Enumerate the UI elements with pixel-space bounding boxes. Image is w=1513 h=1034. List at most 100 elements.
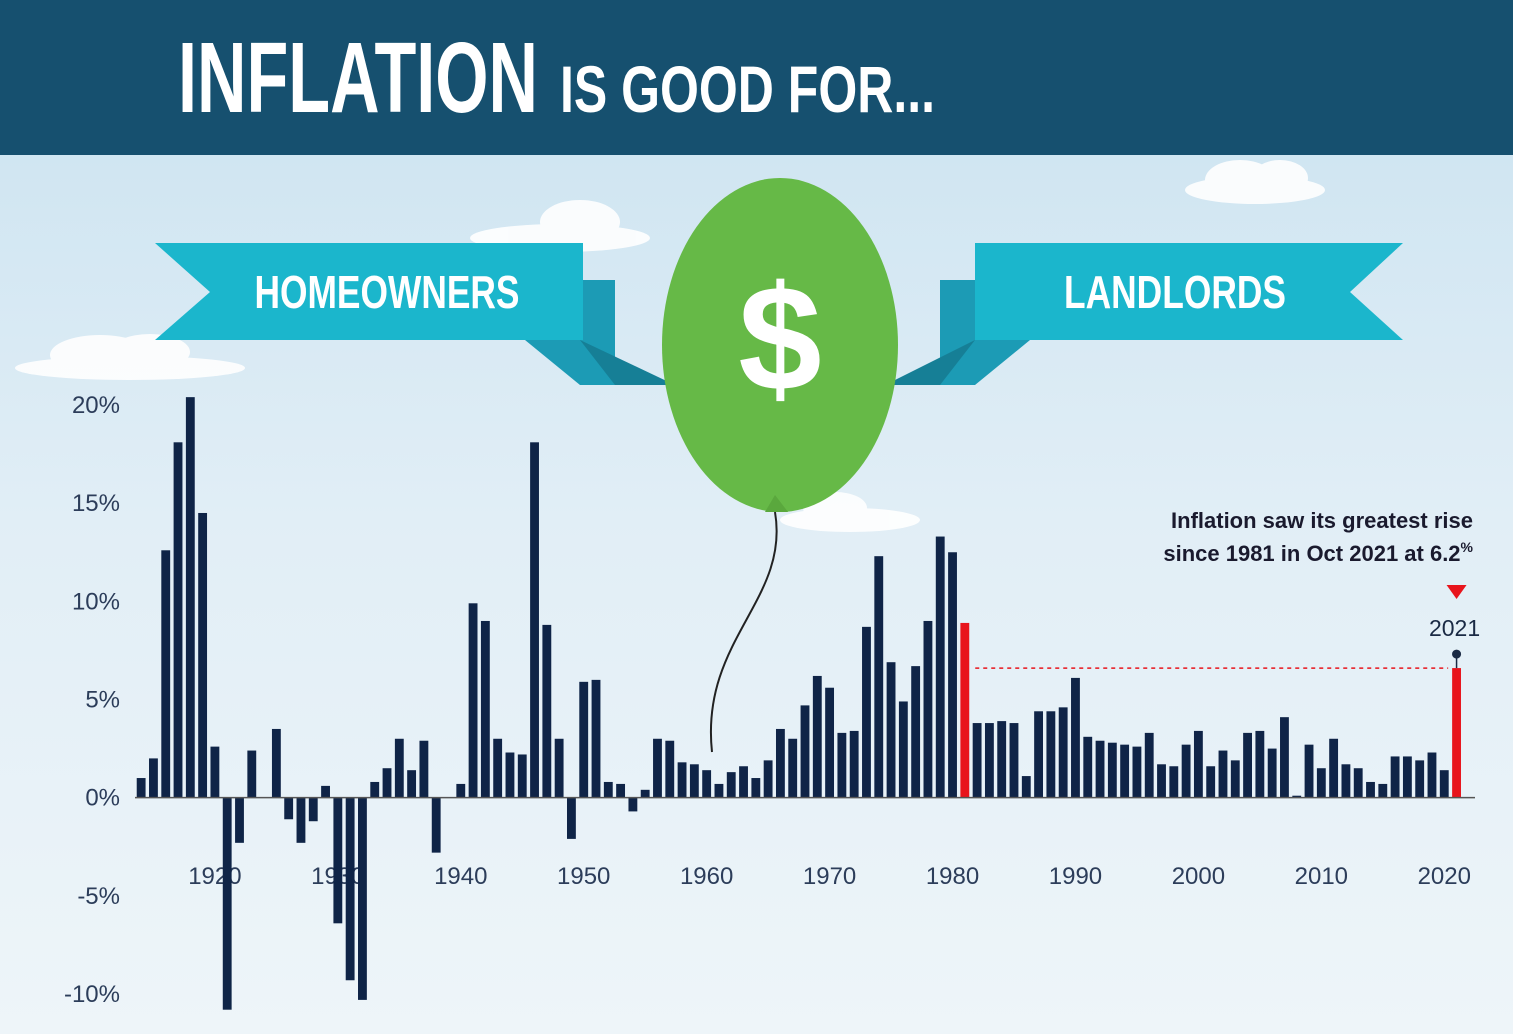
balloon-symbol: $ [738,254,821,422]
bar [677,762,687,798]
bar [505,752,515,798]
bar [948,552,957,798]
bar [1230,760,1240,798]
bar [284,797,294,820]
y-tick-label: 15% [72,490,120,517]
bar [997,721,1007,798]
x-tick-label: 1960 [680,863,733,890]
bar [579,681,589,798]
bar [1046,711,1056,798]
bar [1120,744,1130,798]
bar [161,550,171,798]
bar [185,397,195,798]
bar [775,728,785,798]
bar [1329,738,1339,798]
bar [308,797,318,822]
bar [1439,770,1449,798]
bar [173,442,183,798]
y-tick-label: 5% [85,687,120,714]
bar [358,797,367,1000]
bar [1181,744,1191,798]
bar [321,785,330,798]
bar [517,754,527,798]
x-tick-label: 1980 [926,863,979,890]
x-tick-label: 1920 [188,863,241,890]
bar [1021,776,1031,798]
bar [345,797,355,981]
bar [849,730,859,798]
bar [407,770,417,798]
bar [628,797,638,812]
bar [456,783,466,798]
x-tick-label: 1990 [1049,863,1102,890]
bar [689,764,699,798]
ribbon-label: HOMEOWNERS [255,266,520,318]
bar [1218,750,1228,798]
bar [665,740,675,798]
bar [862,626,871,798]
annotation: Inflation saw its greatest rise [1171,508,1473,533]
x-tick-label: 1950 [557,863,610,890]
bar [1206,766,1216,798]
bar [1255,730,1265,798]
marker-arrow [1446,585,1467,599]
clouds [15,160,1325,532]
bar [480,620,490,798]
bar [1095,740,1105,798]
title-rest: IS GOOD FOR... [560,52,935,126]
bar [591,679,601,798]
bar [1402,756,1412,798]
bar [296,797,306,843]
bar [431,797,441,853]
bar [874,556,884,798]
bar [1341,764,1351,798]
bar [812,675,822,798]
ribbon-label: LANDLORDS [1064,266,1286,318]
y-tick-label: 0% [85,785,120,812]
bar [542,624,552,798]
bar [136,778,146,798]
bar [837,732,847,798]
bar [923,620,933,798]
bar [1366,781,1375,798]
x-tick-label: 1940 [434,863,487,890]
bar [886,662,896,798]
bar [972,723,982,798]
bar [493,738,503,798]
bar [235,797,244,843]
bar [616,783,626,798]
bar [739,766,748,798]
bar [1353,768,1363,798]
bar [1280,717,1289,798]
bar [382,768,392,798]
title: INFLATION [178,22,538,134]
bar [788,738,798,798]
bar [370,781,380,798]
y-tick-label: -10% [64,981,120,1008]
bar [800,705,810,798]
bar [333,797,343,924]
bar [653,738,662,798]
bar [1415,760,1425,798]
bar [222,797,232,1010]
header [0,0,1513,155]
x-tick-label: 2020 [1418,863,1471,890]
bar [271,728,281,798]
bar [984,723,994,798]
bar [603,781,613,798]
y-tick-label: 20% [72,392,120,419]
bar [726,772,736,798]
annotation-text: since 1981 in Oct 2021 at 6.2 [1163,541,1460,566]
bar [1292,795,1302,798]
bar [530,442,539,798]
bar [1071,677,1080,798]
bar [1058,707,1068,798]
marker-label: 2021 [1429,615,1480,641]
annotation: since 1981 in Oct 2021 at 6.2% [1163,539,1473,566]
x-tick-label: 2000 [1172,863,1225,890]
bar [714,783,724,798]
bar [1169,766,1179,798]
x-tick-label: 1970 [803,863,856,890]
